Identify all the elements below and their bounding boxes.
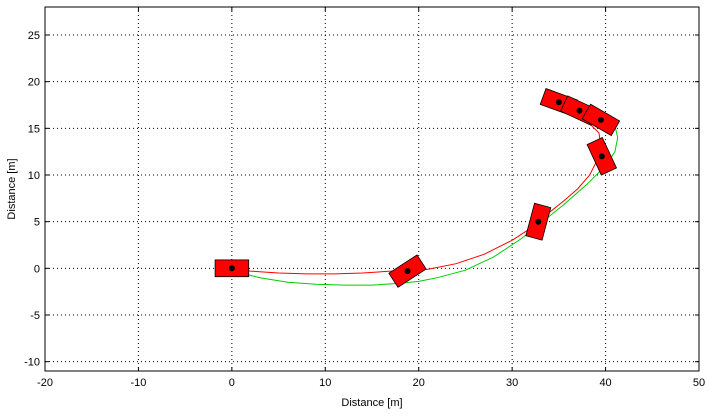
y-tick-label: -10: [24, 357, 40, 369]
plot-frame: [44, 6, 700, 372]
series-line-2: [231, 118, 619, 286]
x-tick-label: 10: [319, 377, 331, 389]
x-axis-label: Distance [m]: [341, 397, 402, 409]
y-axis-label: Distance [m]: [6, 158, 18, 219]
y-tick-label: 15: [28, 123, 40, 135]
vehicle-center-dot: [404, 268, 411, 275]
vehicle-center-dot: [576, 107, 583, 114]
vehicle-center-dot: [535, 218, 542, 225]
x-tick-label: 40: [599, 377, 611, 389]
vehicle-1: [214, 259, 250, 278]
ticks: -20 -10 0 10 20 30 40 50 -10 -5 0 5 10 15 20 25: [24, 7, 705, 389]
vehicle-4: [586, 136, 618, 176]
vehicle-7: [581, 103, 621, 137]
x-tick-label: -10: [130, 377, 146, 389]
y-tick-label: 10: [28, 170, 40, 182]
x-tick-label: -20: [37, 377, 53, 389]
x-tick-label: 0: [229, 377, 235, 389]
plot-area: [45, 7, 699, 371]
y-tick-label: 25: [28, 30, 40, 42]
y-tick-label: 20: [28, 77, 40, 89]
vehicle-center-dot: [555, 99, 562, 106]
x-tick-label: 20: [413, 377, 425, 389]
vehicle-2: [388, 254, 427, 288]
vehicle-center-dot: [598, 153, 605, 160]
vehicle-center-dot: [597, 116, 604, 123]
vehicle-layer: [214, 88, 621, 288]
vehicle-3: [525, 202, 552, 241]
y-tick-label: -5: [30, 310, 40, 322]
x-tick-label: 50: [693, 377, 705, 389]
y-tick-label: 0: [34, 263, 40, 275]
y-tick-label: 5: [34, 217, 40, 229]
vehicle-center-dot: [228, 265, 235, 272]
x-tick-label: 30: [506, 377, 518, 389]
